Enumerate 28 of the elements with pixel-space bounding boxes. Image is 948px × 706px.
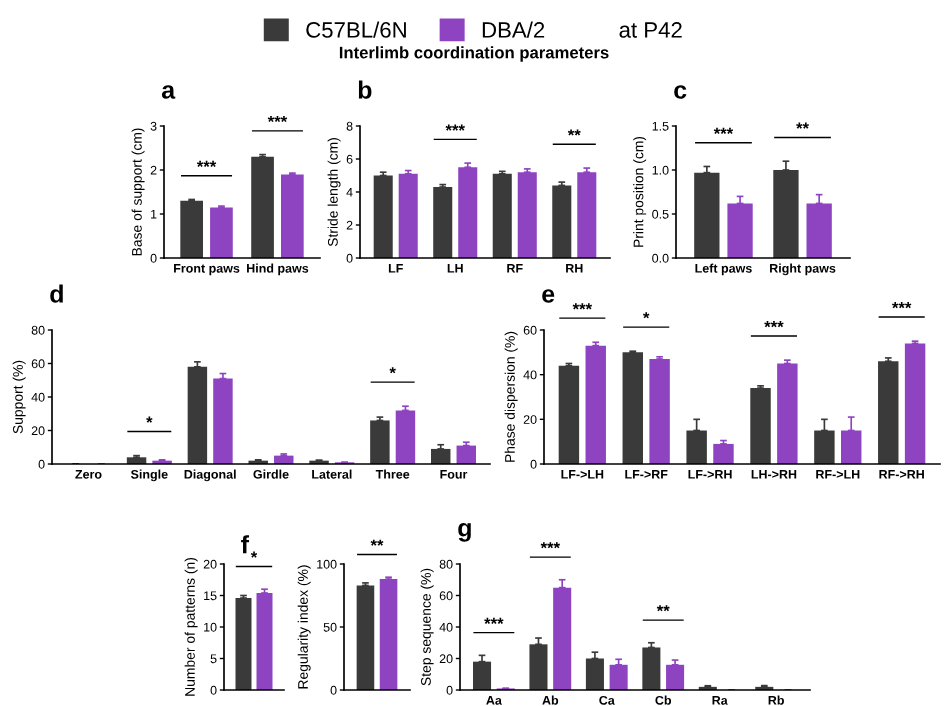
annotation: *	[389, 367, 396, 374]
text: *	[250, 551, 258, 558]
text: ***	[764, 321, 784, 328]
annotation: **	[796, 122, 810, 129]
legend-label: C57BL/6N	[306, 21, 406, 38]
chart-subtitle: a	[161, 85, 176, 99]
chart-subtitle: g	[458, 523, 471, 542]
annotation: ***	[713, 127, 734, 134]
annotation: ***	[484, 617, 504, 624]
annotation: ***	[445, 124, 465, 131]
text: *	[643, 312, 650, 319]
chart-subtitle: d	[50, 284, 63, 303]
chart-subtitle: f	[241, 535, 250, 554]
legend-title: at P42	[619, 22, 682, 38]
annotation: ***	[196, 160, 217, 167]
chart-subtitle: b	[358, 80, 372, 99]
text: ***	[572, 303, 593, 310]
text: ***	[540, 542, 561, 549]
chart-title: Interlimb coordination parameters	[339, 46, 609, 62]
chart-subtitle: e	[542, 289, 555, 303]
text: ***	[267, 115, 288, 123]
text: ***	[892, 302, 912, 309]
legend-label: DBA/2	[482, 21, 545, 38]
annotation: **	[656, 605, 670, 612]
annotation: *	[146, 416, 153, 423]
annotation: **	[567, 129, 581, 136]
chart-subtitle: c	[674, 85, 687, 99]
text: **	[370, 539, 384, 546]
